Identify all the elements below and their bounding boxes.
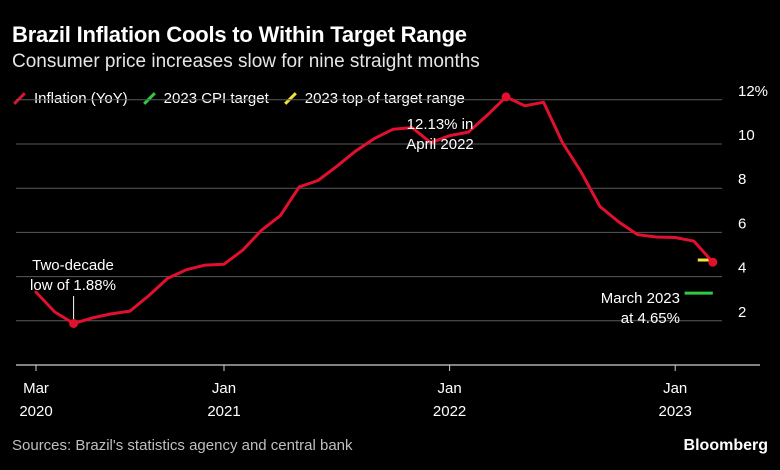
- annotation-label: April 2022: [406, 136, 474, 153]
- y-tick-label-2: 2: [738, 304, 746, 321]
- annotation-label: Two-decade: [32, 257, 114, 274]
- chart-title: Brazil Inflation Cools to Within Target …: [12, 22, 467, 47]
- x-tick-label: Jan: [212, 380, 236, 397]
- legend-item-inflation: Inflation (YoY): [12, 90, 128, 107]
- x-tick-label: 2020: [19, 403, 52, 420]
- legend-label-inflation: Inflation (YoY): [34, 90, 128, 107]
- x-tick-label: 2021: [207, 403, 240, 420]
- x-axis: Mar 2020 Jan 2021 Jan 2022 Jan 2023: [16, 364, 760, 420]
- annotation-label: low of 1.88%: [30, 277, 116, 294]
- y-tick-label-4: 4: [738, 260, 746, 277]
- annotation-label: at 4.65%: [621, 310, 680, 327]
- y-tick-label-12: 12%: [738, 83, 768, 100]
- x-tick-label: Jan: [663, 380, 687, 397]
- gridlines: [16, 99, 722, 322]
- y-tick-label-8: 8: [738, 171, 746, 188]
- series-layer: [34, 95, 715, 325]
- y-tick-label-10: 10: [738, 127, 755, 144]
- y-tick-label-6: 6: [738, 215, 746, 232]
- x-tick-label: 2022: [433, 403, 466, 420]
- source-note: Sources: Brazil's statistics agency and …: [12, 437, 353, 454]
- y-axis-labels: 2 4 6 8 10 12%: [738, 83, 768, 321]
- chart-subtitle: Consumer price increases slow for nine s…: [12, 51, 480, 72]
- legend-item-cpi-target: 2023 CPI target: [142, 90, 269, 107]
- annotations: Two-decade low of 1.88% 12.13% in April 202…: [30, 92, 718, 328]
- series-line-inflation: [34, 95, 715, 325]
- annotation-label: 12.13% in: [407, 116, 474, 133]
- annotation-point: [501, 92, 511, 102]
- legend-item-target-top: 2023 top of target range: [283, 90, 465, 107]
- x-tick-label: Mar: [23, 380, 49, 397]
- x-tick-label: 2023: [659, 403, 692, 420]
- annotation-point: [708, 257, 718, 267]
- x-tick-label: Jan: [438, 380, 462, 397]
- annotation-point: [69, 318, 79, 328]
- legend-label-target-top: 2023 top of target range: [304, 90, 465, 107]
- legend-label-cpi-target: 2023 CPI target: [163, 90, 269, 107]
- legend: Inflation (YoY) 2023 CPI target 2023 top…: [12, 90, 479, 107]
- bloomberg-logo: Bloomberg: [683, 437, 768, 454]
- annotation-label: March 2023: [601, 290, 680, 307]
